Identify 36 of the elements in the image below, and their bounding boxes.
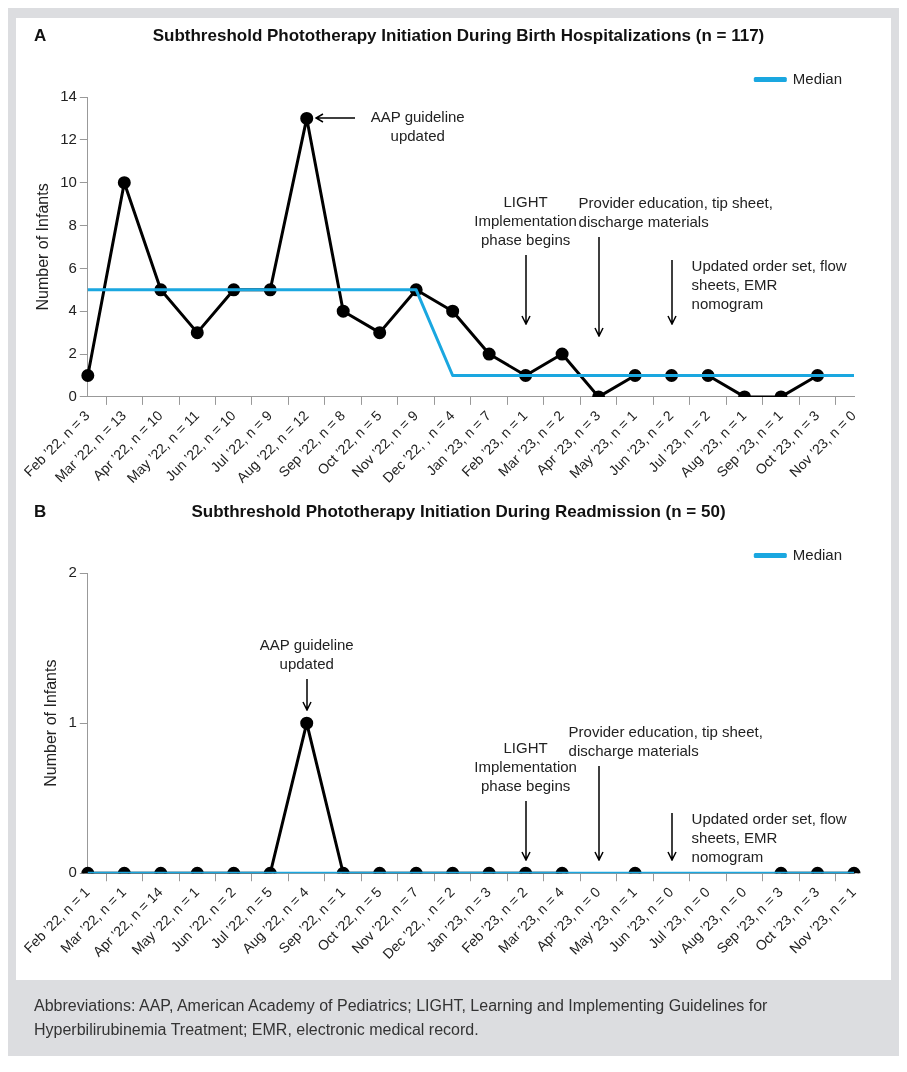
legend-label: Median	[792, 69, 843, 87]
chart-title: Subthreshold Phototherapy Initiation During Birth Hospitalizations (n = 117)	[151, 26, 766, 46]
annotation: Updated order set, flow sheets, EMR nomogram	[691, 255, 848, 313]
y-tick-label: 6	[68, 258, 77, 276]
point	[482, 347, 496, 361]
y-tick-label: 1	[68, 713, 77, 731]
y-tick-label: 14	[60, 87, 77, 105]
annotation: AAP guideline updated	[258, 635, 355, 674]
y-tick-label: 0	[68, 387, 77, 405]
annotation: AAP guideline updated	[369, 107, 466, 145]
point	[336, 304, 350, 318]
text: A	[34, 26, 48, 46]
text: Abbreviations: AAP, American Academy of Pediatrics; LIGHT, Learning and Implementing Guidelines for Hyperbilirubinemia Treatment; EMR, electronic medical record.	[16, 980, 891, 1056]
point	[555, 347, 569, 361]
y-axis-title: Number of Infants	[33, 183, 51, 311]
point	[81, 368, 95, 382]
point	[300, 111, 314, 125]
point	[117, 176, 131, 190]
point	[373, 326, 387, 340]
point	[446, 304, 460, 318]
annotation: LIGHT Implementation phase begins	[474, 192, 577, 248]
annotation: Provider education, tip sheet, discharge materials	[568, 722, 764, 761]
y-tick-label: 2	[68, 344, 77, 362]
annotation: Updated order set, flow sheets, EMR nomogram	[691, 809, 848, 867]
y-tick-label: 12	[60, 129, 77, 147]
y-tick-label: 2	[68, 563, 77, 581]
y-tick-label: 10	[60, 172, 77, 190]
y-axis-title: Number of Infants	[42, 659, 60, 787]
y-tick-label: 8	[68, 215, 77, 233]
text: B	[34, 502, 48, 522]
annotation: Provider education, tip sheet, discharge materials	[578, 192, 774, 231]
y-tick-label: 4	[68, 301, 77, 319]
chart-title: Subthreshold Phototherapy Initiation During Readmission (n = 50)	[190, 502, 727, 522]
legend-label: Median	[792, 545, 843, 563]
point	[190, 326, 204, 340]
y-tick-label: 0	[68, 863, 77, 881]
